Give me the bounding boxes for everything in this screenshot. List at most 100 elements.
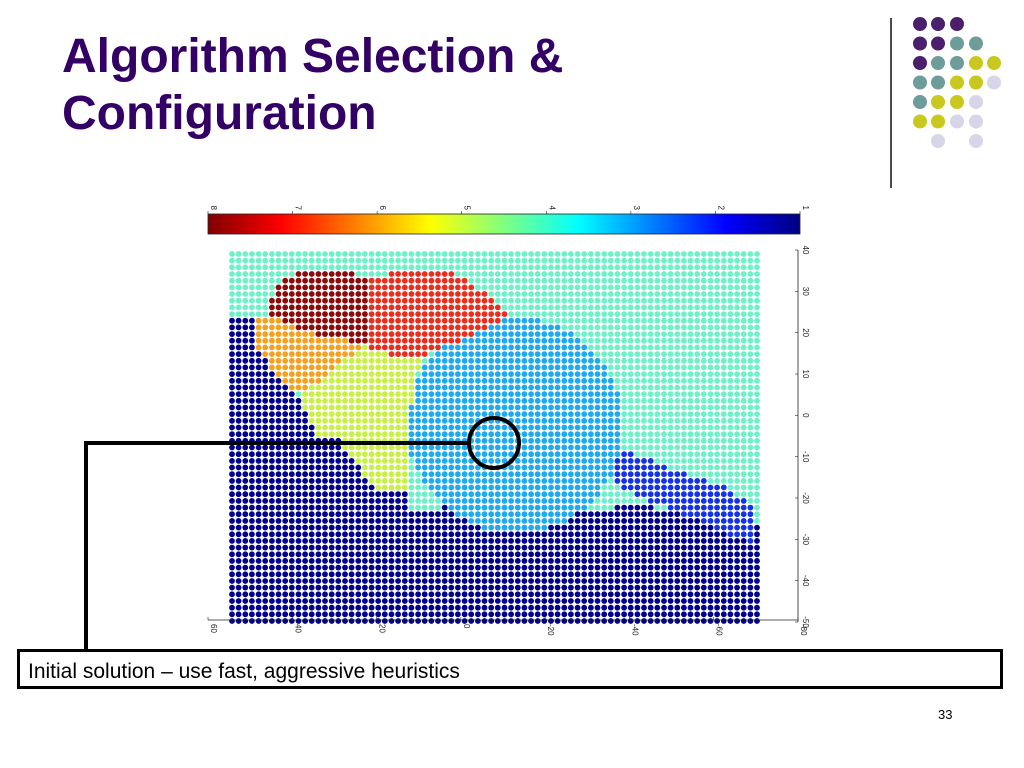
heatmap-cell: [594, 317, 601, 324]
heatmap-cell: [707, 504, 714, 511]
heatmap-cell: [574, 251, 581, 257]
heatmap-cell: [554, 351, 561, 357]
heatmap-cell: [481, 331, 488, 337]
heatmap-cell: [634, 504, 641, 511]
heatmap-cell: [408, 478, 415, 484]
heatmap-cell: [388, 384, 395, 391]
heatmap-cell: [568, 404, 574, 411]
heatmap-cell: [475, 297, 481, 304]
heatmap-cell: [229, 424, 235, 431]
heatmap-cell: [720, 357, 727, 364]
heatmap-cell: [647, 397, 654, 404]
heatmap-cell: [607, 251, 614, 257]
heatmap-cell: [255, 611, 262, 618]
heatmap-cell: [534, 591, 541, 598]
heatmap-cell: [581, 411, 588, 417]
heatmap-cell: [242, 371, 249, 377]
heatmap-cell: [641, 431, 647, 438]
heatmap-cell: [554, 291, 561, 297]
heatmap-cell: [481, 257, 488, 264]
heatmap-cell: [388, 558, 395, 564]
heatmap-cell: [654, 337, 661, 344]
heatmap-cell: [302, 284, 308, 291]
heatmap-cell: [249, 571, 255, 578]
heatmap-cell: [242, 331, 249, 337]
heatmap-cell: [308, 417, 315, 424]
heatmap-cell: [607, 271, 614, 277]
heatmap-cell: [395, 417, 401, 424]
heatmap-cell: [488, 324, 495, 331]
heatmap-cell: [381, 484, 388, 491]
heatmap-cell: [714, 337, 720, 344]
heatmap-cell: [627, 297, 634, 304]
heatmap-cell: [375, 384, 382, 391]
heatmap-cell: [528, 618, 534, 624]
heatmap-cell: [714, 344, 720, 351]
heatmap-cell: [614, 464, 621, 471]
heatmap-cell: [249, 311, 255, 317]
heatmap-cell: [627, 538, 634, 544]
heatmap-cell: [421, 511, 428, 518]
heatmap-cell: [581, 324, 588, 331]
heatmap-cell: [375, 458, 382, 464]
heatmap-cell: [488, 391, 495, 397]
heatmap-cell: [262, 564, 269, 571]
heatmap-cell: [269, 271, 275, 277]
heatmap-cell: [342, 471, 348, 478]
heatmap-cell: [574, 444, 581, 451]
heatmap-cell: [494, 618, 501, 624]
heatmap-cell: [262, 317, 269, 324]
heatmap-cell: [700, 391, 707, 397]
heatmap-cell: [714, 511, 720, 518]
right-axis-tick-label: -50: [801, 616, 810, 628]
heatmap-cell: [554, 511, 561, 518]
heatmap-cell: [235, 611, 242, 618]
heatmap-cell: [235, 464, 242, 471]
heatmap-cell: [368, 324, 375, 331]
heatmap-cell: [541, 404, 548, 411]
heatmap-cell: [355, 357, 362, 364]
heatmap-cell: [475, 598, 481, 604]
heatmap-cell: [541, 311, 548, 317]
heatmap-cell: [627, 431, 634, 438]
heatmap-cell: [501, 444, 508, 451]
heatmap-cell: [302, 491, 308, 498]
decorative-dot: [913, 95, 927, 109]
heatmap-cell: [335, 291, 342, 297]
heatmap-cell: [588, 464, 594, 471]
heatmap-cell: [441, 471, 448, 478]
heatmap-cell: [355, 317, 362, 324]
heatmap-cell: [654, 251, 661, 257]
heatmap-cell: [661, 311, 667, 317]
heatmap-cell: [647, 444, 654, 451]
heatmap-cell: [494, 337, 501, 344]
heatmap-cell: [322, 304, 328, 311]
heatmap-cell: [681, 351, 687, 357]
heatmap-cell: [594, 564, 601, 571]
heatmap-cell: [561, 397, 568, 404]
heatmap-cell: [262, 397, 269, 404]
heatmap-cell: [229, 598, 235, 604]
heatmap-cell: [568, 498, 574, 504]
heatmap-cell: [249, 604, 255, 611]
heatmap-cell: [667, 404, 674, 411]
heatmap-cell: [395, 611, 401, 618]
heatmap-cell: [541, 264, 548, 271]
heatmap-cell: [700, 571, 707, 578]
heatmap-cell: [594, 437, 601, 444]
heatmap-cell: [494, 364, 501, 371]
heatmap-cell: [714, 351, 720, 357]
heatmap-cell: [667, 351, 674, 357]
heatmap-cell: [681, 458, 687, 464]
heatmap-cell: [561, 518, 568, 524]
heatmap-cell: [315, 324, 322, 331]
heatmap-cell: [342, 618, 348, 624]
heatmap-cell: [534, 491, 541, 498]
heatmap-cell: [255, 404, 262, 411]
heatmap-cell: [249, 264, 255, 271]
heatmap-cell: [601, 291, 608, 297]
heatmap-cell: [441, 264, 448, 271]
heatmap-cell: [661, 424, 667, 431]
heatmap-cell: [641, 558, 647, 564]
heatmap-cell: [601, 604, 608, 611]
